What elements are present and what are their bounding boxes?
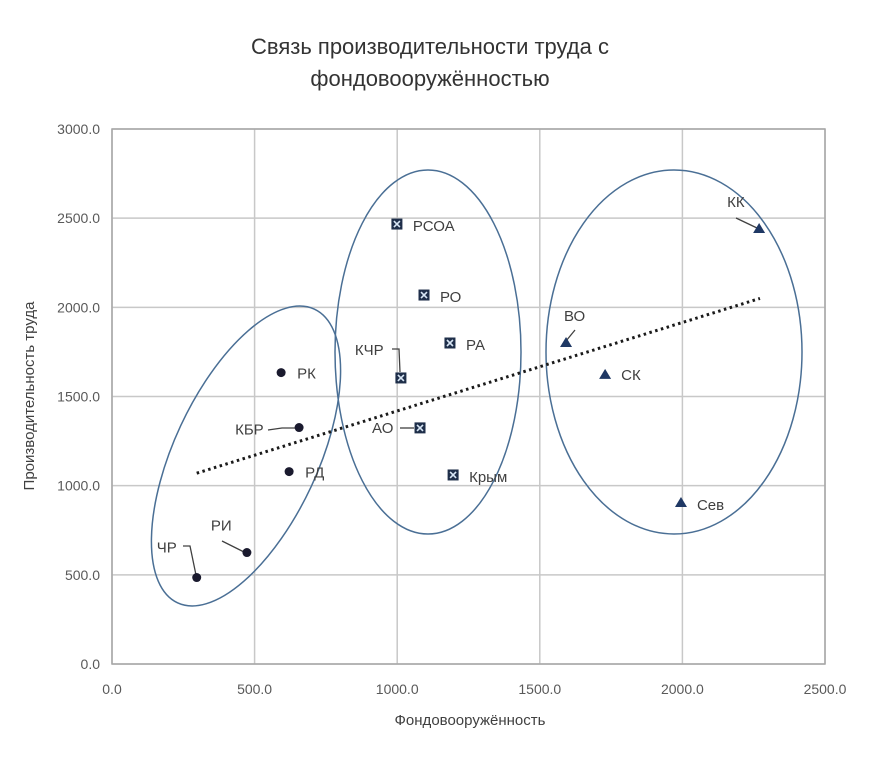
data-label: ВО	[564, 308, 585, 325]
y-tick-label: 1000.0	[57, 478, 100, 494]
x-axis-ticks: 0.0 500.0 1000.0 1500.0 2000.0 2500.0	[102, 681, 846, 697]
y-tick-label: 0.0	[81, 656, 101, 672]
x-tick-label: 0.0	[102, 681, 122, 697]
y-axis-label: Производительность труда	[21, 301, 38, 491]
chart-title-line-2: фондовооружённостью	[310, 66, 550, 91]
linear-trendline	[196, 296, 761, 475]
x-tick-label: 1500.0	[518, 681, 561, 697]
x-tick-label: 2000.0	[661, 681, 704, 697]
data-label: РА	[466, 337, 485, 354]
leader-lines	[183, 217, 758, 576]
group-3-ellipse	[545, 169, 803, 535]
y-tick-label: 500.0	[65, 567, 100, 583]
y-tick-label: 2000.0	[57, 299, 100, 315]
leader-line-kbr	[267, 427, 296, 431]
x-square-marker-icon	[414, 422, 426, 434]
x-tick-label: 1000.0	[376, 681, 419, 697]
data-label: РД	[305, 465, 324, 482]
y-axis-ticks: 0.0 500.0 1000.0 1500.0 2000.0 2500.0 3000.0	[57, 121, 100, 672]
y-tick-label: 3000.0	[57, 121, 100, 137]
circle-marker-icon	[294, 423, 304, 433]
data-label: Крым	[469, 469, 507, 486]
triangle-marker-icon	[753, 223, 766, 234]
triangle-marker-icon	[599, 368, 612, 379]
leader-line-kchr	[392, 348, 401, 373]
data-label: КК	[727, 194, 745, 211]
x-square-marker-icon	[391, 218, 403, 230]
y-tick-label: 1500.0	[57, 389, 100, 405]
y-tick-label: 2500.0	[57, 210, 100, 226]
plot-area-border	[111, 128, 826, 665]
triangle-marker-icon	[674, 496, 687, 507]
data-label: КЧР	[355, 342, 384, 359]
x-square-marker-icon	[418, 289, 430, 301]
data-points	[192, 218, 766, 583]
data-labels: ЧР РИ РД КБР РК РСОА РО РА КЧР АО Крым ВО СК Сев КК	[157, 194, 745, 556]
data-label: РК	[297, 366, 316, 383]
leader-line-chr	[183, 545, 197, 576]
x-square-marker-icon	[444, 337, 456, 349]
data-label: РСОА	[413, 218, 455, 235]
data-label: КБР	[235, 422, 264, 439]
data-label: АО	[372, 420, 393, 437]
x-axis-label: Фондовооружённость	[395, 712, 546, 729]
leader-line-ri	[221, 540, 245, 553]
group-1-ellipse	[150, 305, 342, 607]
x-square-marker-icon	[447, 469, 459, 481]
chart-title-line-1: Связь производительности труда с	[251, 34, 609, 59]
circle-marker-icon	[192, 573, 202, 583]
data-label: Сев	[697, 497, 724, 514]
data-label: РИ	[211, 518, 232, 535]
grid-lines	[111, 128, 826, 665]
group-2-ellipse	[334, 169, 522, 535]
circle-marker-icon	[276, 368, 286, 378]
data-label: РО	[440, 289, 461, 306]
x-tick-label: 500.0	[237, 681, 272, 697]
circle-marker-icon	[242, 548, 252, 558]
triangle-marker-icon	[560, 337, 573, 347]
leader-line-vo	[565, 329, 576, 342]
leader-line-kk	[735, 217, 758, 229]
data-label: ЧР	[157, 540, 177, 557]
circle-marker-icon	[284, 467, 294, 477]
data-label: СК	[621, 367, 641, 384]
x-tick-label: 2500.0	[804, 681, 847, 697]
x-square-marker-icon	[395, 372, 407, 384]
